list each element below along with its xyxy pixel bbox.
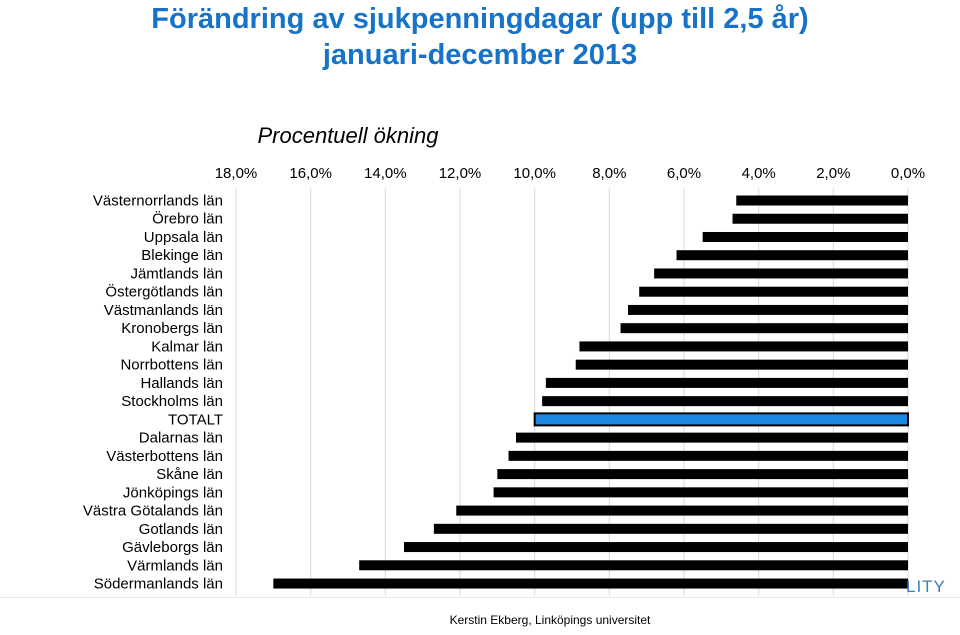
category-label: Värmlands län [127, 557, 223, 574]
category-label: Västra Götalands län [83, 503, 223, 520]
bar [508, 450, 908, 461]
x-tick-label: 18,0% [215, 165, 258, 182]
bar [359, 560, 908, 571]
bar [497, 469, 908, 480]
category-label: Hallands län [140, 375, 223, 392]
chart-subtitle: Procentuell ökning [257, 123, 439, 148]
bar [702, 231, 908, 242]
x-tick-label: 14,0% [364, 165, 407, 182]
bar [620, 323, 908, 334]
bar [676, 250, 908, 261]
x-tick-label: 10,0% [513, 165, 556, 182]
footer-credit: Kerstin Ekberg, Linköpings universitet [449, 613, 651, 627]
category-label: Dalarnas län [139, 430, 223, 447]
category-label: Stockholms län [121, 393, 223, 410]
x-tick-label: 6,0% [667, 165, 701, 182]
chart-title-line1: Förändring av sjukpenningdagar (upp till… [151, 3, 809, 35]
bar [654, 268, 908, 279]
category-label: Kalmar län [151, 338, 223, 355]
x-tick-label: 8,0% [592, 165, 626, 182]
x-tick-label: 0,0% [891, 165, 925, 182]
category-label: Östergötlands län [105, 283, 223, 301]
category-label: Blekinge län [141, 247, 223, 264]
bar [273, 578, 908, 589]
bar [456, 505, 908, 516]
bar [542, 396, 908, 407]
brand-fragment: LITY [906, 577, 946, 596]
x-tick-label: 4,0% [742, 165, 776, 182]
bar [516, 432, 908, 443]
bar [732, 213, 908, 224]
category-label: Västerbottens län [106, 448, 223, 465]
bar [639, 286, 908, 297]
bar [736, 195, 908, 206]
bar-highlight [533, 412, 910, 427]
category-label: TOTALT [168, 411, 223, 428]
category-label: Västmanlands län [104, 302, 223, 319]
category-label: Norrbottens län [120, 357, 223, 374]
category-label: Jämtlands län [130, 265, 223, 282]
bar [545, 377, 908, 388]
category-label: Örebro län [152, 210, 223, 228]
bar [404, 542, 908, 553]
x-tick-label: 2,0% [816, 165, 850, 182]
bar [628, 304, 908, 315]
bar [575, 359, 908, 370]
bar [433, 523, 908, 534]
category-label: Skåne län [156, 466, 223, 483]
category-label: Gotlands län [139, 521, 223, 538]
x-tick-label: 16,0% [289, 165, 332, 182]
category-label: Södermanlands län [94, 576, 223, 593]
category-label: Kronobergs län [121, 320, 223, 337]
x-tick-label: 12,0% [439, 165, 482, 182]
category-label: Jönköpings län [123, 484, 223, 501]
footer-divider [0, 597, 960, 598]
category-label: Uppsala län [144, 229, 223, 246]
category-label: Västernorrlands län [93, 193, 223, 210]
chart-title-line2: januari-december 2013 [322, 39, 638, 71]
bar [493, 487, 908, 498]
bar [579, 341, 908, 352]
category-label: Gävleborgs län [122, 539, 223, 556]
